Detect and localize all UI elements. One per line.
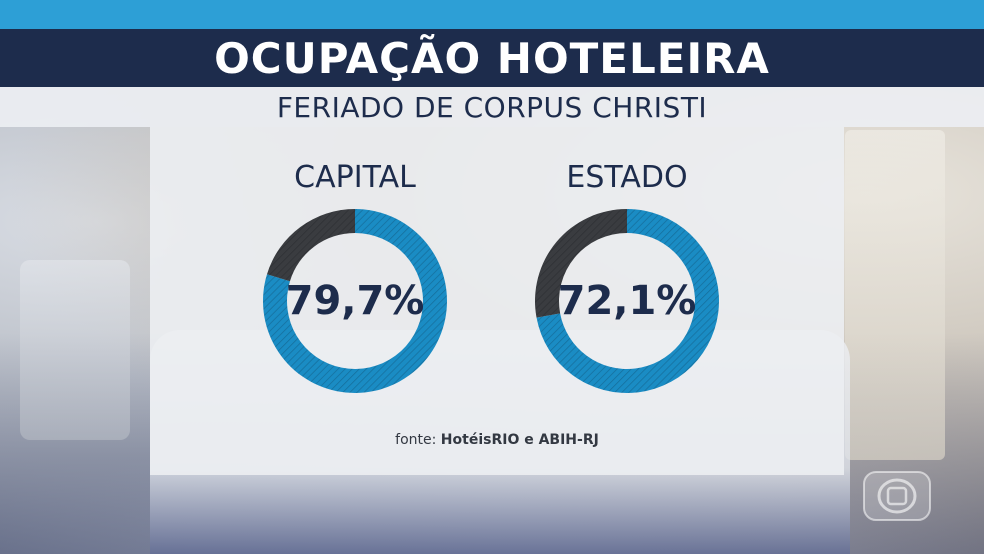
background-headboard [845,130,945,460]
donut-value-capital: 79,7% [286,278,425,324]
subtitle-bar: FERIADO DE CORPUS CHRISTI [0,87,984,127]
donut-title-estado: ESTADO [566,160,688,195]
source-prefix: fonte: [395,432,437,448]
page-title: OCUPAÇÃO HOTELEIRA [214,33,770,83]
background-chair [20,260,130,440]
page-subtitle: FERIADO DE CORPUS CHRISTI [276,90,708,124]
top-accent-stripe [0,0,984,29]
donut-segment-remaining [266,209,355,282]
donut-title-capital: CAPITAL [294,160,416,195]
donut-value-estado: 72,1% [558,278,697,324]
title-bar: OCUPAÇÃO HOTELEIRA [0,29,984,87]
donut-chart-capital: 79,7% [262,209,447,393]
source-caption: fonte: HotéisRIO e ABIH-RJ [150,432,844,448]
donut-chart-estado: 72,1% [535,209,719,393]
donut-segment-remaining [535,209,627,318]
globo-logo-icon [863,471,931,521]
source-name: HotéisRIO e ABIH-RJ [440,432,599,448]
